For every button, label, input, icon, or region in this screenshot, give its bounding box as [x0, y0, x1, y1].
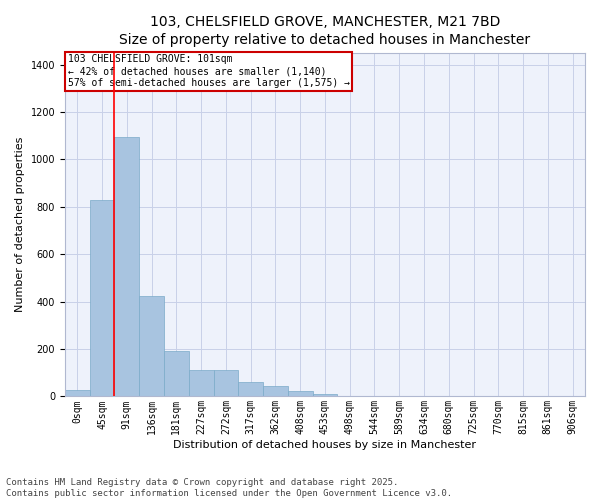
Bar	[89, 200, 115, 396]
Bar	[263, 386, 288, 396]
Y-axis label: Number of detached properties: Number of detached properties	[15, 137, 25, 312]
Bar	[288, 391, 313, 396]
Text: 103 CHELSFIELD GROVE: 101sqm
← 42% of detached houses are smaller (1,140)
57% of: 103 CHELSFIELD GROVE: 101sqm ← 42% of de…	[68, 54, 350, 88]
Bar	[139, 296, 164, 396]
Bar	[214, 370, 238, 396]
Text: Contains HM Land Registry data © Crown copyright and database right 2025.
Contai: Contains HM Land Registry data © Crown c…	[6, 478, 452, 498]
Bar	[238, 382, 263, 396]
Bar	[164, 352, 189, 397]
Bar	[313, 394, 337, 396]
X-axis label: Distribution of detached houses by size in Manchester: Distribution of detached houses by size …	[173, 440, 476, 450]
Bar	[189, 370, 214, 396]
Bar	[115, 137, 139, 396]
Title: 103, CHELSFIELD GROVE, MANCHESTER, M21 7BD
Size of property relative to detached: 103, CHELSFIELD GROVE, MANCHESTER, M21 7…	[119, 15, 530, 48]
Bar	[65, 390, 89, 396]
